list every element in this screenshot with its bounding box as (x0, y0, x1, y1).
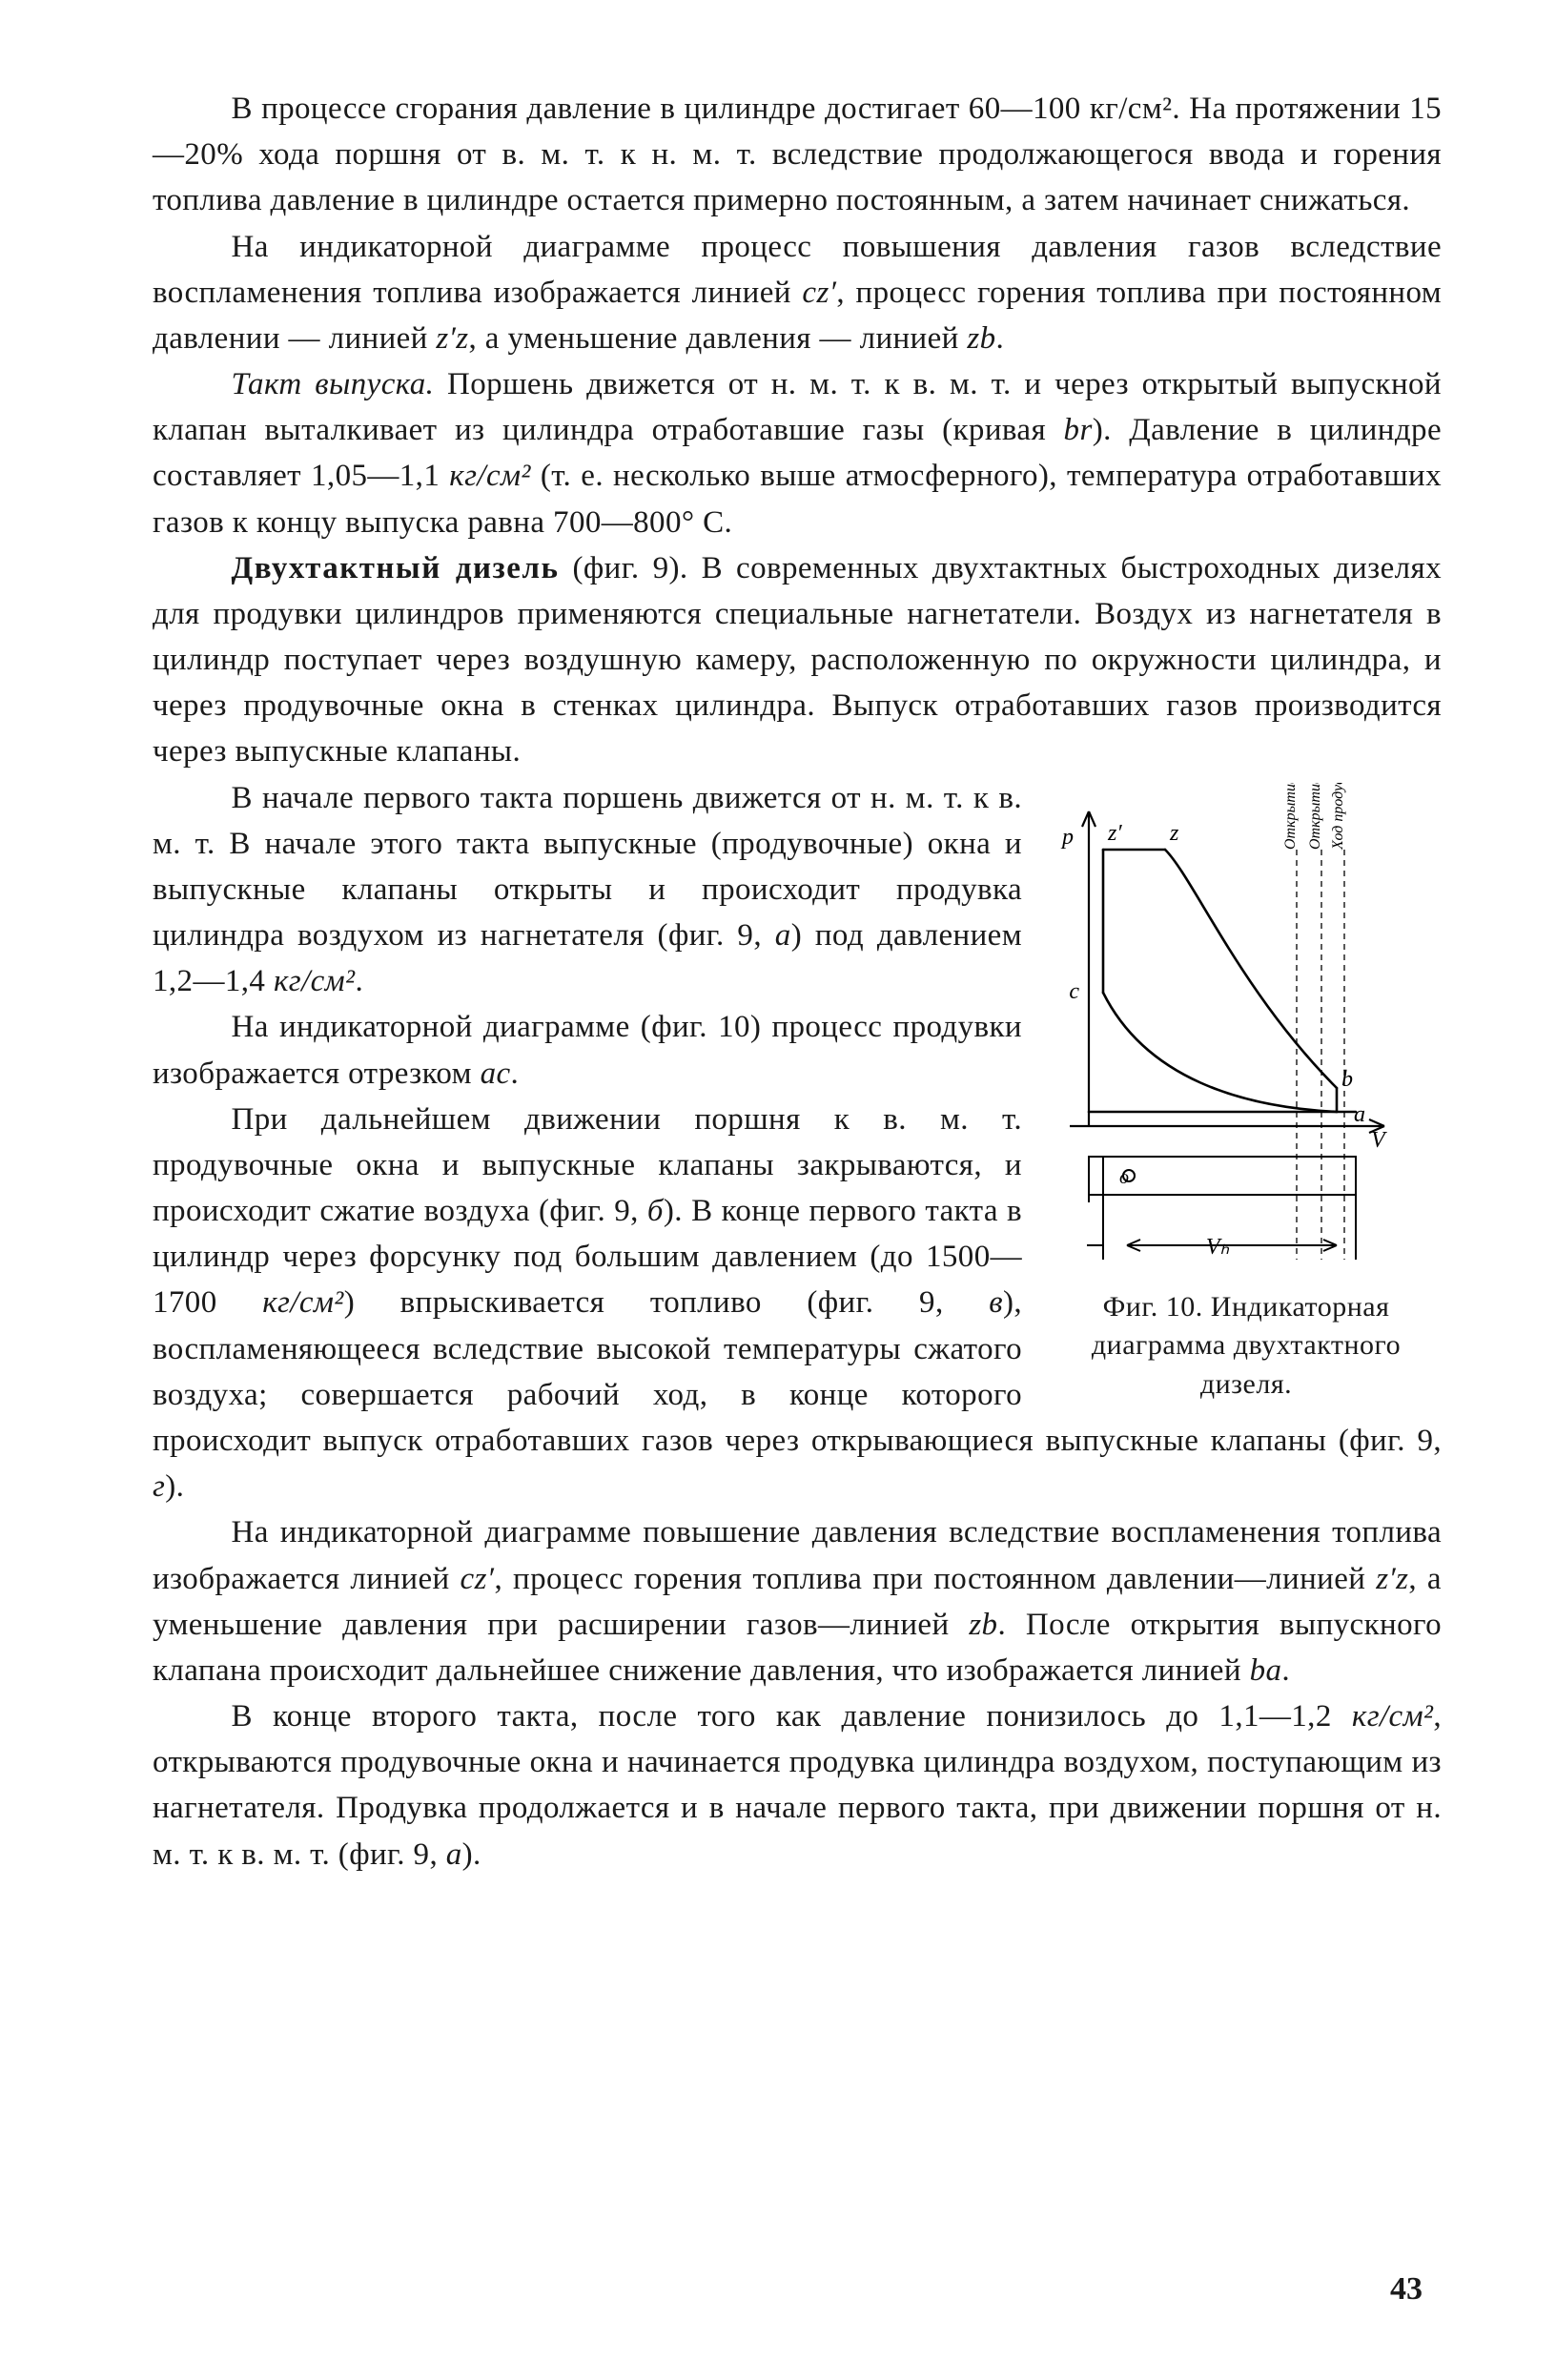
var-zz: z′z (436, 321, 468, 356)
label-V: V (1371, 1128, 1387, 1153)
unit: кг/см² (274, 964, 355, 998)
label-z: z (1169, 821, 1179, 846)
text: . (996, 321, 1005, 356)
text: ). (462, 1837, 481, 1872)
para-9: В конце второго такта, после того как да… (153, 1693, 1442, 1877)
text: В конце второго такта, после того как да… (232, 1699, 1352, 1734)
caption-line: дизеля. (1200, 1368, 1292, 1400)
label-c: c (1069, 979, 1079, 1004)
text: На индикаторной диаграмме (фиг. 10) проц… (153, 1010, 1022, 1090)
heading-exhaust: Такт выпуска. (232, 367, 435, 401)
figure-caption: Фиг. 10. Индикаторная диаграмма двухтакт… (1051, 1288, 1442, 1405)
indicator-diagram: p z′ z c b a V Vₕ Открытие выпускных око… (1051, 783, 1442, 1279)
para-3: Такт выпуска. Поршень движется от н. м. … (153, 361, 1442, 545)
heading-two-stroke: Двухтактный дизель (232, 551, 560, 585)
para-1: В процессе сгорания давление в цилиндре … (153, 86, 1442, 224)
label-rot1: Открытие выпускных окон (1282, 783, 1299, 850)
text: . (355, 964, 363, 998)
text: , а уменьшение давления — линией (469, 321, 968, 356)
var-zb: zb (967, 321, 995, 356)
var-cz: cz′ (461, 1562, 495, 1596)
page-number: 43 (1390, 2266, 1423, 2313)
text: , процесс горения топлива при постоянном… (494, 1562, 1376, 1596)
text: ). (165, 1469, 184, 1504)
label-a: a (1354, 1102, 1365, 1127)
label-rot3: Ход продувки (1330, 783, 1346, 851)
text: ) впрыскивается топливо (фиг. 9, (344, 1285, 990, 1320)
text: . (511, 1057, 520, 1091)
var-br: br (1064, 413, 1093, 447)
para-2: На индикаторной диаграмме процесс повыше… (153, 224, 1442, 362)
label-o: o (1119, 1167, 1129, 1188)
label-b: b (1341, 1067, 1353, 1092)
wrapped-section: Двухтактный дизель (фиг. 9). В современн… (153, 545, 1442, 1510)
var-ac: ac (481, 1057, 511, 1091)
para-8: На индикаторной диаграмме повышение давл… (153, 1509, 1442, 1693)
text: . (1281, 1653, 1290, 1688)
caption-line: Фиг. 10. Индикаторная (1103, 1291, 1390, 1323)
ref-b: б (647, 1194, 664, 1228)
var-zz: z′z (1376, 1562, 1408, 1596)
ref-a: а (775, 918, 791, 953)
var-cz: cz′ (802, 276, 836, 310)
caption-line: диаграмма двухтактного (1092, 1329, 1401, 1361)
label-p: p (1060, 825, 1074, 850)
ref-a: а (446, 1837, 462, 1872)
page: В процессе сгорания давление в цилиндре … (0, 0, 1556, 2380)
unit: кг/см² (262, 1285, 343, 1320)
label-Vh: Vₕ (1206, 1235, 1230, 1260)
label-rot2: Открытие продувочных окон (1307, 783, 1323, 850)
para-4-intro: Двухтактный дизель (фиг. 9). В современн… (153, 545, 1442, 775)
unit: кг/см² (1352, 1699, 1433, 1734)
unit: кг/см² (449, 459, 530, 493)
ref-g: г (153, 1469, 165, 1504)
var-ba: ba (1250, 1653, 1282, 1688)
ref-v: в (989, 1285, 1003, 1320)
label-zprime: z′ (1107, 821, 1122, 846)
var-zb: zb (969, 1608, 997, 1642)
figure-10: p z′ z c b a V Vₕ Открытие выпускных око… (1051, 783, 1442, 1405)
